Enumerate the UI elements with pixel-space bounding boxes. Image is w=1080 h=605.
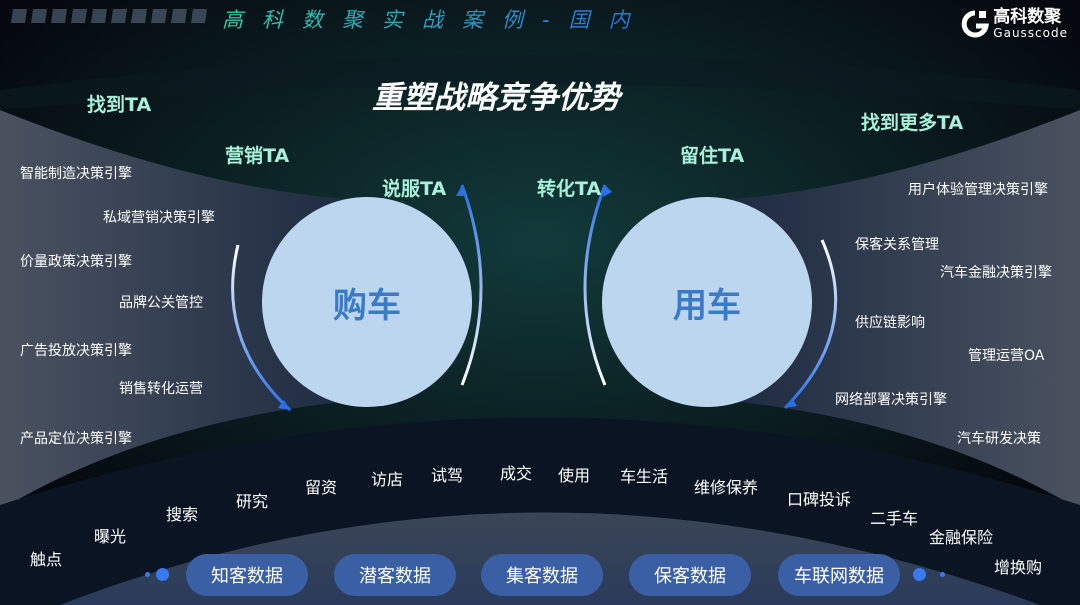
data-pill: 潜客数据 xyxy=(334,554,456,596)
left-label: 品牌公关管控 xyxy=(119,295,203,311)
data-pill: 集客数据 xyxy=(481,554,603,596)
journey-step: 留资 xyxy=(305,478,338,497)
header-decoration xyxy=(11,9,207,23)
dot-decoration xyxy=(940,572,945,577)
header-title: 高科数聚实战案例-国内 xyxy=(222,4,649,34)
dot-decoration xyxy=(145,572,150,577)
left-label: 广告投放决策引擎 xyxy=(20,343,132,359)
dot-decoration xyxy=(156,568,169,581)
right-label: 保客关系管理 xyxy=(855,237,939,253)
ta-find-more: 找到更多TA xyxy=(861,112,964,134)
journey-step: 金融保险 xyxy=(929,528,994,547)
right-label: 管理运营OA xyxy=(968,348,1045,364)
journey-step: 曝光 xyxy=(94,527,127,546)
cycle-arrow xyxy=(783,239,838,410)
slide-title: 重塑战略竞争优势 xyxy=(372,80,620,116)
left-label: 销售转化运营 xyxy=(119,381,203,397)
gausscode-logo-icon xyxy=(962,10,990,38)
journey-step: 搜索 xyxy=(166,505,199,524)
ta-find: 找到TA xyxy=(87,94,152,116)
left-label: 价量政策决策引擎 xyxy=(20,254,132,270)
journey-step: 访店 xyxy=(371,470,404,489)
right-label: 用户体验管理决策引擎 xyxy=(908,182,1048,198)
data-pill: 车联网数据 xyxy=(778,554,900,596)
data-pill: 知客数据 xyxy=(186,554,308,596)
dot-decoration xyxy=(913,568,926,581)
journey-step: 成交 xyxy=(500,464,533,483)
logo-text: 高科数聚 xyxy=(993,7,1062,27)
right-label: 汽车研发决策 xyxy=(957,431,1041,447)
journey-step: 增换购 xyxy=(994,558,1043,577)
right-label: 网络部署决策引擎 xyxy=(835,392,947,408)
journey-step: 触点 xyxy=(30,550,63,569)
circle-buy-car: 购车 xyxy=(262,197,472,407)
journey-step: 口碑投诉 xyxy=(787,490,852,509)
cycle-arrow xyxy=(583,184,607,386)
logo: 高科数聚 Gausscode xyxy=(961,8,1068,40)
right-label: 汽车金融决策引擎 xyxy=(940,265,1052,281)
ta-convert: 转化TA xyxy=(537,178,602,200)
circle-use-car: 用车 xyxy=(602,197,812,407)
right-label: 供应链影响 xyxy=(855,315,925,331)
ta-persuade: 说服TA xyxy=(382,178,447,200)
left-label: 私域营销决策引擎 xyxy=(103,210,215,226)
ta-retain: 留住TA xyxy=(680,145,745,167)
ta-market: 营销TA xyxy=(225,145,290,167)
logo-subtext: Gausscode xyxy=(993,26,1068,40)
journey-step: 车生活 xyxy=(620,467,669,486)
journey-step: 二手车 xyxy=(870,509,919,528)
journey-step: 维修保养 xyxy=(694,478,759,497)
data-pill: 保客数据 xyxy=(629,554,751,596)
left-label: 智能制造决策引擎 xyxy=(20,166,132,182)
journey-step: 使用 xyxy=(558,466,591,485)
cycle-arrow xyxy=(460,184,483,386)
cycle-arrow xyxy=(231,244,292,412)
journey-step: 研究 xyxy=(236,492,269,511)
journey-step: 试驾 xyxy=(431,466,464,485)
left-label: 产品定位决策引擎 xyxy=(20,431,132,447)
